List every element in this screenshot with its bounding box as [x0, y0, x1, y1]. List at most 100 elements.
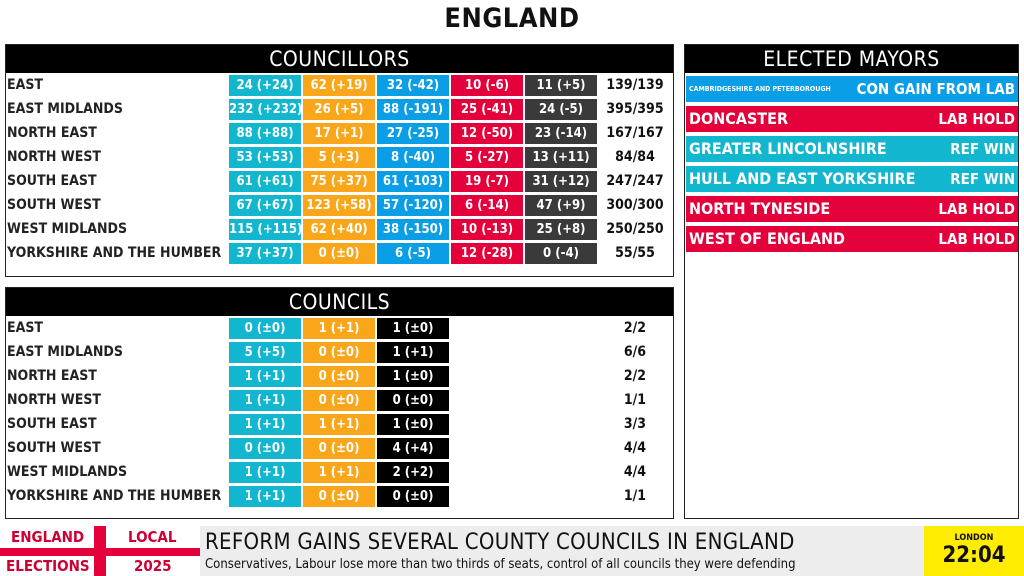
region-name: NORTH EAST: [7, 368, 97, 384]
labour-cell: 6 (-14): [451, 195, 523, 216]
headline-area: REFORM GAINS SEVERAL COUNTY COUNCILS IN …: [200, 526, 924, 576]
conservative-cell: 32 (-42): [377, 75, 449, 96]
others-cell: 31 (+12): [525, 171, 597, 192]
reform-cell: 232 (+232): [229, 99, 302, 120]
councillors-table-row: YORKSHIRE AND THE HUMBER 37 (+37) 0 (±0) 6 …: [6, 242, 673, 264]
flag-label-elections: ELECTIONS: [6, 557, 90, 575]
libdem-cell: 1 (+1): [303, 414, 375, 435]
libdem-cell: 0 (±0): [303, 438, 375, 459]
noc-cell: 0 (±0): [377, 486, 449, 507]
flag-label-year: 2025: [134, 557, 172, 575]
reform-cell: 0 (±0): [229, 318, 301, 339]
mayoralty-name: DONCASTER: [689, 109, 789, 128]
noc-cell: 2 (+2): [377, 462, 449, 483]
councils-declared-total: 2/2: [623, 368, 647, 384]
labour-cell: 12 (-28): [451, 243, 523, 264]
others-cell: 11 (+5): [525, 75, 597, 96]
councils-table-row: SOUTH EAST 1 (+1) 1 (+1) 1 (±0) 3/3: [6, 413, 673, 435]
noc-cell: 1 (±0): [377, 366, 449, 387]
seats-declared-total: 167/167: [606, 125, 664, 141]
clock: LONDON 22:04: [924, 526, 1024, 576]
councils-table-row: SOUTH WEST 0 (±0) 0 (±0) 4 (+4) 4/4: [6, 437, 673, 459]
conservative-cell: 8 (-40): [377, 147, 449, 168]
region-name: SOUTH EAST: [7, 173, 97, 189]
libdem-cell: 75 (+37): [303, 171, 375, 192]
reform-cell: 37 (+37): [229, 243, 301, 264]
page-title: ENGLAND: [444, 3, 580, 34]
mayor-result-row: HULL AND EAST YORKSHIRE REF WIN: [686, 166, 1018, 192]
flag-label-local: LOCAL: [128, 528, 177, 546]
others-cell: 0 (-4): [525, 243, 597, 264]
conservative-cell: 57 (-120): [377, 195, 449, 216]
mayor-result-row: WEST OF ENGLAND LAB HOLD: [686, 226, 1018, 252]
councils-declared-total: 2/2: [623, 320, 647, 336]
councils-declared-total: 1/1: [623, 392, 647, 408]
councils-declared-total: 4/4: [623, 440, 647, 456]
others-cell: 24 (-5): [525, 99, 597, 120]
seats-declared-total: 250/250: [606, 221, 664, 237]
noc-cell: 0 (±0): [377, 390, 449, 411]
mayor-result: CON GAIN FROM LAB: [856, 80, 1015, 98]
councils-table-row: EAST MIDLANDS 5 (+5) 0 (±0) 1 (+1) 6/6: [6, 341, 673, 363]
mayor-result: LAB HOLD: [938, 200, 1015, 218]
seats-declared-total: 247/247: [606, 173, 664, 189]
others-cell: 25 (+8): [525, 219, 597, 240]
region-name: EAST MIDLANDS: [7, 101, 123, 117]
headline: REFORM GAINS SEVERAL COUNTY COUNCILS IN …: [205, 530, 795, 555]
subheadline: Conservatives, Labour lose more than two…: [205, 557, 796, 572]
reform-cell: 5 (+5): [229, 342, 301, 363]
region-name: EAST MIDLANDS: [7, 344, 123, 360]
councils-declared-total: 1/1: [623, 488, 647, 504]
flag-label-england: ENGLAND: [11, 528, 85, 546]
conservative-cell: 27 (-25): [377, 123, 449, 144]
councillors-table-row: SOUTH WEST 67 (+67) 123 (+58) 57 (-120) 6 (-…: [6, 194, 673, 216]
clock-city: LONDON: [954, 533, 994, 543]
reform-cell: 1 (+1): [229, 414, 301, 435]
libdem-cell: 26 (+5): [303, 99, 375, 120]
libdem-cell: 0 (±0): [303, 390, 375, 411]
councils-table-row: WEST MIDLANDS 1 (+1) 1 (+1) 2 (+2) 4/4: [6, 461, 673, 483]
reform-cell: 0 (±0): [229, 438, 301, 459]
libdem-cell: 0 (±0): [303, 243, 375, 264]
conservative-cell: 38 (-150): [377, 219, 449, 240]
libdem-cell: 1 (+1): [303, 462, 375, 483]
clock-time: 22:04: [942, 543, 1006, 568]
libdem-cell: 0 (±0): [303, 342, 375, 363]
labour-cell: 19 (-7): [451, 171, 523, 192]
region-name: EAST: [7, 320, 44, 336]
mayor-result-row: CAMBRIDGESHIRE AND PETERBOROUGH CON GAIN …: [686, 76, 1018, 102]
mayor-result: REF WIN: [950, 170, 1015, 188]
labour-cell: 25 (-41): [451, 99, 523, 120]
others-cell: 47 (+9): [525, 195, 597, 216]
councillors-heading: COUNCILLORS: [6, 45, 673, 73]
reform-cell: 24 (+24): [229, 75, 301, 96]
councillors-table-row: SOUTH EAST 61 (+61) 75 (+37) 61 (-103) 19 (-…: [6, 170, 673, 192]
reform-cell: 67 (+67): [229, 195, 301, 216]
region-name: SOUTH EAST: [7, 416, 97, 432]
mayoralty-name: NORTH TYNESIDE: [689, 199, 831, 218]
conservative-cell: 61 (-103): [377, 171, 449, 192]
councils-table-row: NORTH EAST 1 (+1) 0 (±0) 1 (±0) 2/2: [6, 365, 673, 387]
mayor-result-row: DONCASTER LAB HOLD: [686, 106, 1018, 132]
libdem-cell: 0 (±0): [303, 366, 375, 387]
mayoralty-name: WEST OF ENGLAND: [689, 229, 845, 248]
libdem-cell: 62 (+40): [303, 219, 375, 240]
councils-table-row: NORTH WEST 1 (+1) 0 (±0) 0 (±0) 1/1: [6, 389, 673, 411]
region-name: WEST MIDLANDS: [7, 464, 128, 480]
libdem-cell: 17 (+1): [303, 123, 375, 144]
libdem-cell: 5 (+3): [303, 147, 375, 168]
mayor-result-row: NORTH TYNESIDE LAB HOLD: [686, 196, 1018, 222]
noc-cell: 1 (+1): [377, 342, 449, 363]
mayoralty-name: CAMBRIDGESHIRE AND PETERBOROUGH: [689, 85, 831, 93]
councillors-table-row: EAST MIDLANDS 232 (+232) 26 (+5) 88 (-191) 2…: [6, 98, 673, 120]
reform-cell: 1 (+1): [229, 390, 301, 411]
libdem-cell: 1 (+1): [303, 318, 375, 339]
mayoralty-name: GREATER LINCOLNSHIRE: [689, 139, 887, 158]
others-cell: 13 (+11): [525, 147, 597, 168]
mayors-panel: ELECTED MAYORS CAMBRIDGESHIRE AND PETERB…: [684, 44, 1019, 519]
region-name: WEST MIDLANDS: [7, 221, 128, 237]
flag-vertical-cross: [94, 526, 106, 576]
labour-cell: 12 (-50): [451, 123, 523, 144]
news-ticker: ENGLAND LOCAL ELECTIONS 2025 REFORM GAIN…: [0, 526, 1024, 576]
england-flag-logo: ENGLAND LOCAL ELECTIONS 2025: [0, 526, 200, 576]
